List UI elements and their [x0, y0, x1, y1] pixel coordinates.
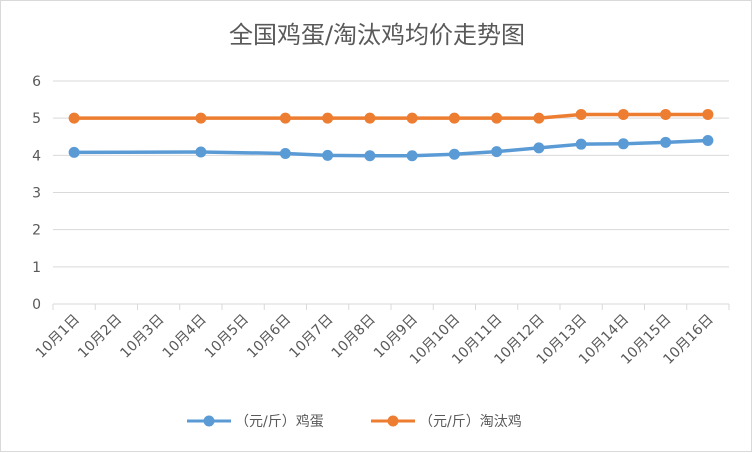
data-point — [364, 150, 376, 162]
x-tick-label: 10月6日 — [244, 312, 294, 362]
data-point — [702, 134, 714, 146]
data-point — [533, 112, 545, 124]
y-tick-label: 1 — [32, 260, 41, 276]
data-point — [279, 147, 291, 159]
data-point — [660, 108, 672, 120]
data-point — [68, 146, 80, 158]
y-axis-ticks: 0 1 2 3 4 5 6 — [32, 74, 41, 313]
legend-item-culled-hens: （元/斤）淘汰鸡 — [371, 413, 522, 430]
data-point — [406, 150, 418, 162]
chart-title: 全国鸡蛋/淘汰鸡均价走势图 — [229, 21, 525, 49]
data-point — [533, 142, 545, 154]
y-tick-label: 2 — [32, 223, 41, 239]
data-point — [195, 112, 207, 124]
data-point — [195, 146, 207, 158]
data-point — [364, 112, 376, 124]
data-point — [448, 148, 460, 160]
x-tick-label: 10月4日 — [160, 312, 210, 362]
x-tick-label: 10月1日 — [33, 312, 83, 362]
data-point — [68, 112, 80, 124]
x-tick-label: 10月5日 — [202, 312, 252, 362]
data-point — [279, 112, 291, 124]
data-point — [322, 149, 334, 161]
data-point — [575, 108, 587, 120]
legend-item-eggs: （元/斤）鸡蛋 — [187, 413, 324, 430]
legend-label-culled-hens: （元/斤）淘汰鸡 — [419, 413, 522, 430]
legend: （元/斤）鸡蛋 （元/斤）淘汰鸡 — [187, 413, 522, 430]
series-line-0 — [72, 138, 710, 158]
data-point — [575, 138, 587, 150]
data-point — [617, 108, 629, 120]
y-tick-label: 3 — [32, 186, 41, 202]
y-tick-label: 4 — [32, 148, 41, 164]
x-axis-ticks: 10月1日10月2日10月3日10月4日10月5日10月6日10月7日10月8日… — [33, 304, 730, 368]
series-line-1 — [72, 112, 710, 120]
x-tick-label: 10月3日 — [117, 312, 167, 362]
data-point — [617, 138, 629, 150]
y-tick-label: 0 — [32, 297, 41, 313]
data-point — [322, 112, 334, 124]
series-lines — [68, 108, 714, 162]
data-point — [448, 112, 460, 124]
y-tick-label: 6 — [32, 74, 41, 90]
x-tick-label: 10月2日 — [75, 312, 125, 362]
data-point — [491, 112, 503, 124]
data-point — [406, 112, 418, 124]
data-point — [491, 146, 503, 158]
data-point — [702, 108, 714, 120]
x-tick-label: 10月8日 — [329, 312, 379, 362]
data-point — [660, 136, 672, 148]
y-tick-label: 5 — [32, 111, 41, 127]
x-tick-label: 10月7日 — [286, 312, 336, 362]
legend-label-eggs: （元/斤）鸡蛋 — [235, 413, 324, 430]
